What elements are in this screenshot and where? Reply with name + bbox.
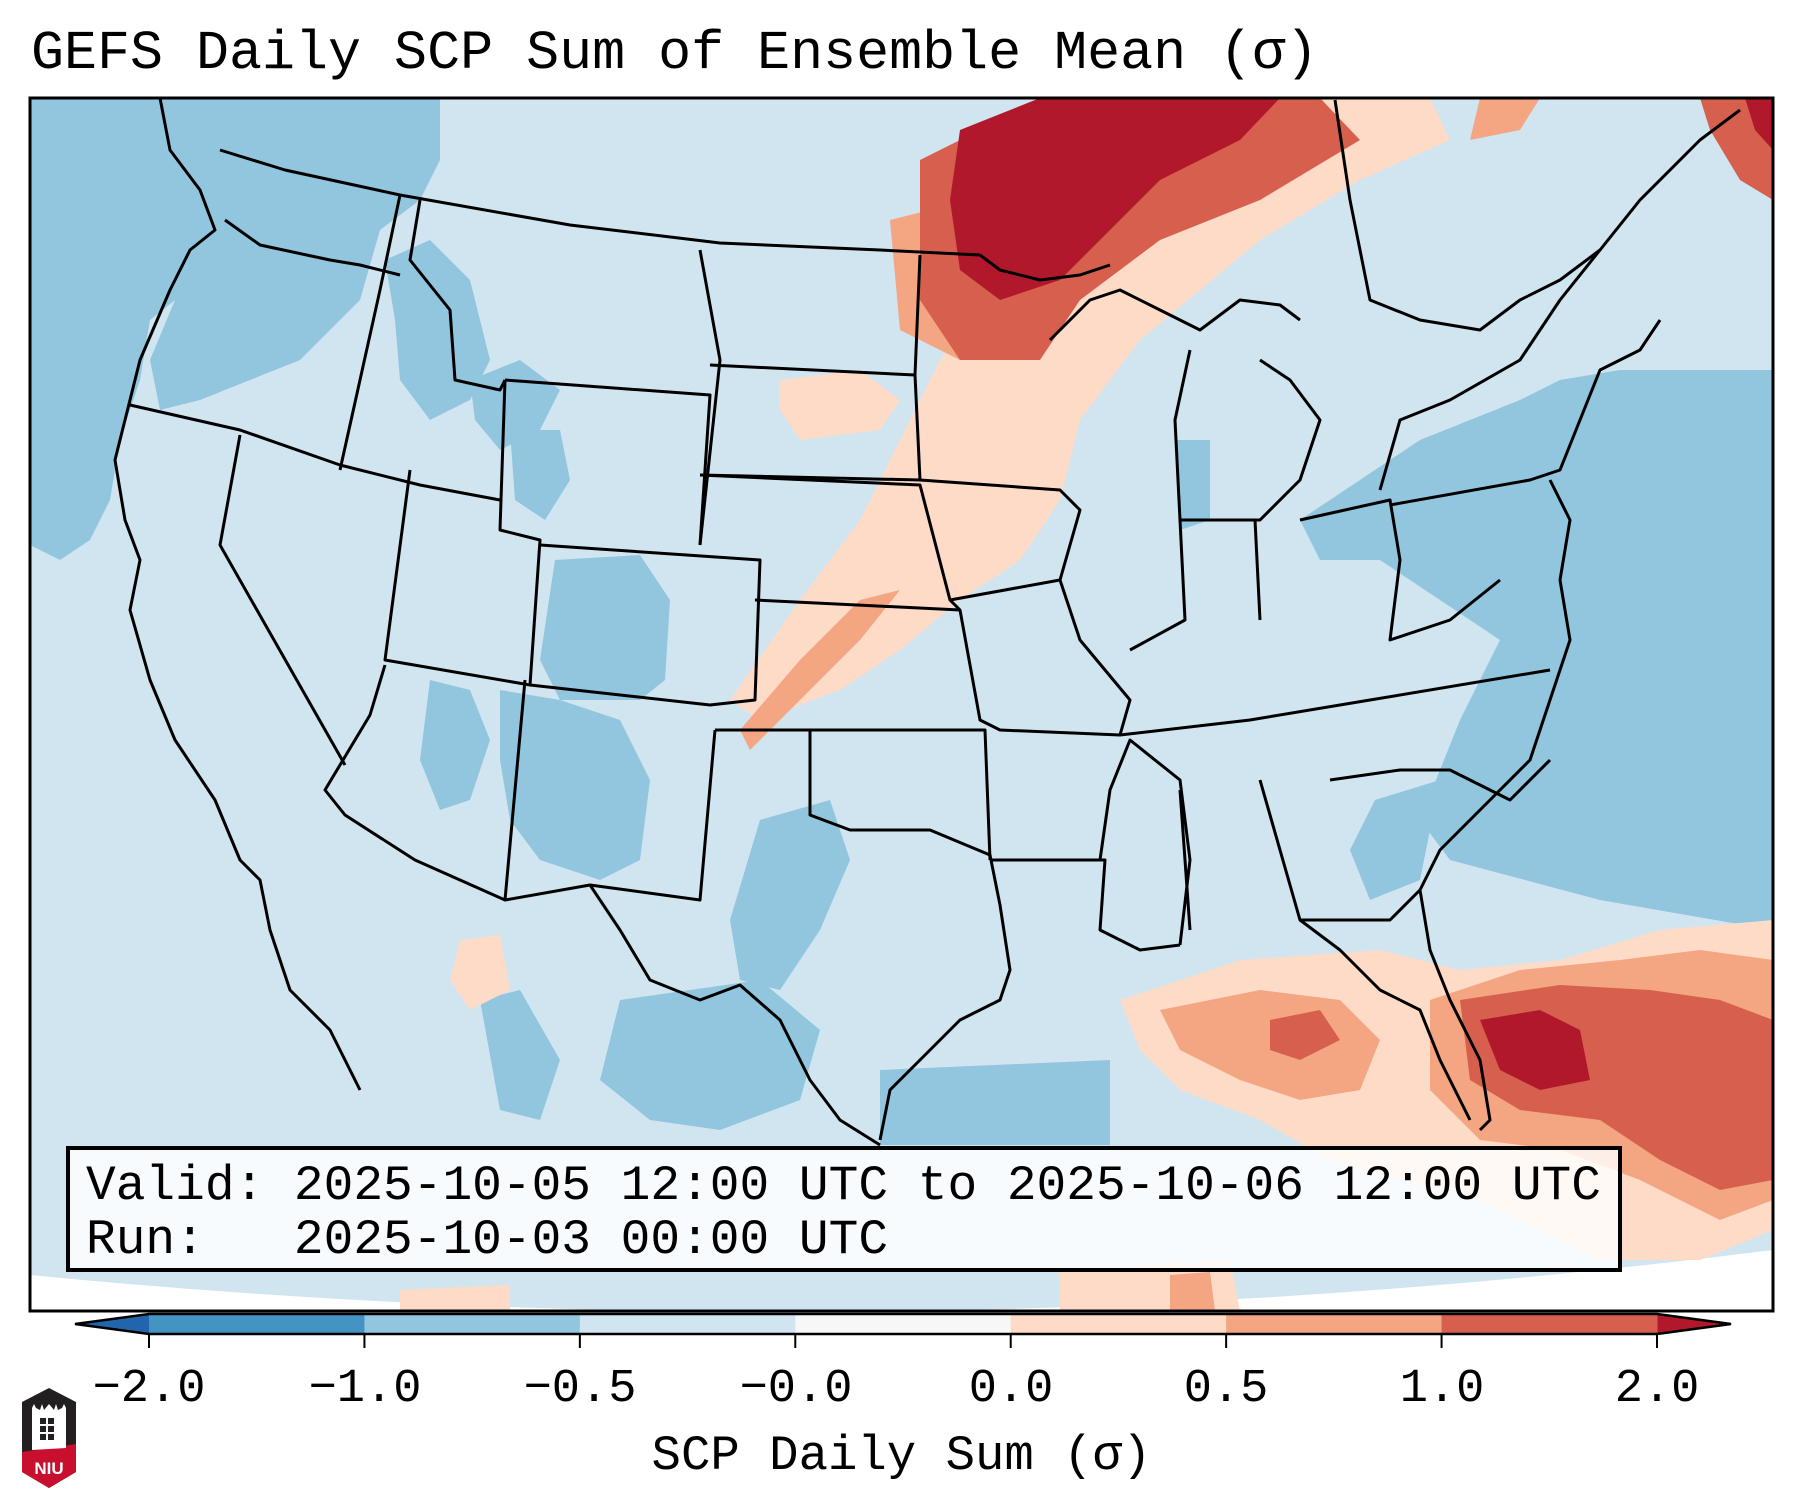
field-maritime-positive-2 [1745,98,1773,150]
texas-border [715,728,1012,1141]
field-dakota-positive-0 [780,370,900,440]
field-idaho-negative [385,240,490,420]
colorbar [74,1312,1732,1348]
colorbar-bin [1226,1314,1443,1334]
field-nevada-negative [420,680,490,810]
off-domain-area [30,1250,1773,1311]
east-coast-outline [1418,479,1572,1132]
colorbar-over-arrow [1657,1314,1731,1334]
info-box: Valid: 2025-10-05 12:00 UTC to 2025-10-0… [66,1146,1622,1272]
field-colorado-negative [540,555,670,700]
colorbar-tick-label: −1.0 [308,1363,422,1416]
mn-border [979,253,1111,282]
colorbar-axis-label: SCP Daily Sum (σ) [651,1428,1152,1484]
colorbar-tick-label: −0.0 [739,1363,853,1416]
mn-ia-borders [913,254,1082,602]
colorbar-bin [1441,1314,1658,1334]
colorbar-tick-label: −0.5 [523,1363,637,1416]
colorbar-bin [1010,1314,1227,1334]
field-pacific-mx-positive [400,1285,510,1311]
field-bahamas-positive-2 [1480,1010,1590,1090]
colorbar-bin [795,1314,1012,1334]
map-frame [28,96,1775,1313]
logo-text: NIU [34,1459,63,1478]
chart-title: GEFS Daily SCP Sum of Ensemble Mean (σ) [31,22,1319,85]
logo-windows [40,1418,54,1440]
field-atlantic-negative [1300,370,1773,930]
canada-border [219,148,981,257]
field-minnesota-positive-2 [950,98,1280,300]
field-mexico-negative [600,980,820,1130]
logo-shield-bottom [22,1444,76,1488]
run-time-text: Run: 2025-10-03 00:00 UTC [86,1212,889,1268]
map-outlines [113,98,1741,1147]
canada-east-outline [1333,99,1601,332]
nm-border [504,729,717,902]
ut-border [383,379,542,687]
st-lawrence-outline [1378,108,1741,491]
ohio-valley-borders [1129,498,1501,652]
field-midwest-positive-0 [730,98,1450,720]
ok-ar-border [810,728,992,861]
colorbar-tick-label: 0.0 [968,1363,1054,1416]
florida-outline [1299,918,1472,1121]
field-mexico-positive [450,935,510,1010]
id-border [338,194,402,471]
ca-nv-border [218,434,347,766]
field-gulf-positive-1 [1270,1010,1340,1060]
field-gulf-negative [880,1060,1110,1145]
colorbar-tick-label: 0.5 [1183,1363,1269,1416]
field-pacific-negative [30,98,230,560]
co-border [529,543,762,707]
field-kansas-positive [740,590,900,750]
pa-ny-borders [1389,319,1662,507]
great-lakes-outline [1048,288,1322,522]
field-canada-positive [1470,98,1540,140]
southeast-borders [1098,738,1422,946]
field-texas-negative [730,800,850,990]
wa-or-border [224,218,401,277]
field-ut-negative [510,430,570,520]
colorbar-tick-label: −2.0 [92,1363,206,1416]
field-nm-negative [500,690,650,880]
colorbar-bin [364,1314,581,1334]
colorbar-under-arrow [75,1314,149,1334]
field-sc-negative [1350,780,1440,900]
rio-grande-border [588,884,881,1147]
field-lake-michigan-negative [1175,440,1210,530]
tn-ky-border [1119,668,1551,737]
colorbar-tick-label: 2.0 [1614,1363,1700,1416]
colorbar-bin [579,1314,796,1334]
west-coast-outline [113,98,362,1091]
colorbar-tick-label: 1.0 [1399,1363,1485,1416]
nc-sc-border [1329,758,1552,802]
valid-time-text: Valid: 2025-10-05 12:00 UTC to 2025-10-0… [86,1158,1601,1214]
field-baja-negative [480,990,560,1120]
la-border [990,858,1181,952]
id-mt-border [408,199,507,392]
niu-logo: NIU [22,1388,76,1488]
field-south-positive-05 [1170,1272,1215,1311]
wy-border [504,378,712,546]
colorbar-bin [149,1314,365,1334]
map-field [30,98,1773,1311]
